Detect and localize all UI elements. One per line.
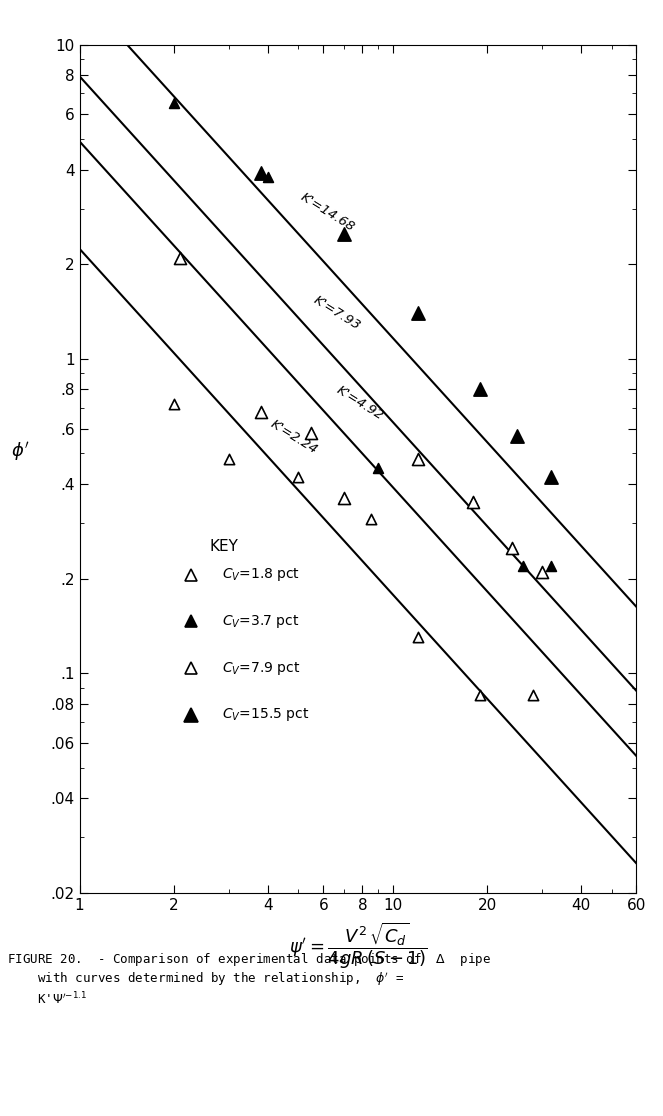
Point xyxy=(365,510,376,528)
Text: K'=2.24: K'=2.24 xyxy=(268,417,320,456)
Point xyxy=(293,469,304,487)
Text: $C_V$=3.7 pct: $C_V$=3.7 pct xyxy=(221,613,299,629)
Point xyxy=(412,450,423,468)
Point xyxy=(507,539,517,557)
Point xyxy=(512,426,522,444)
Point xyxy=(168,95,179,113)
Point xyxy=(263,167,273,185)
Point xyxy=(306,424,317,442)
Point xyxy=(339,490,349,508)
Point xyxy=(475,686,485,704)
Text: $\phi'$: $\phi'$ xyxy=(11,441,29,463)
Point xyxy=(412,628,423,646)
Point xyxy=(223,450,234,468)
Point xyxy=(475,381,485,398)
Text: K'$\Psi'^{-1.1}$: K'$\Psi'^{-1.1}$ xyxy=(7,991,87,1008)
Point xyxy=(256,164,267,182)
Text: $C_V$=1.8 pct: $C_V$=1.8 pct xyxy=(221,566,300,584)
Point xyxy=(546,557,556,575)
Point xyxy=(467,493,478,511)
Text: $\psi' = \dfrac{V^2\,\sqrt{C_d}}{4gR\,(S-1)}$: $\psi' = \dfrac{V^2\,\sqrt{C_d}}{4gR\,(S… xyxy=(289,921,427,971)
Point xyxy=(175,249,186,267)
Text: FIGURE 20.  - Comparison of experimental data points of  $\Delta$  pipe: FIGURE 20. - Comparison of experimental … xyxy=(7,951,491,968)
Point xyxy=(373,459,384,477)
Text: K'=14.68: K'=14.68 xyxy=(298,191,357,234)
Point xyxy=(339,225,349,243)
Text: K'=7.93: K'=7.93 xyxy=(312,294,363,333)
Text: $C_V$=7.9 pct: $C_V$=7.9 pct xyxy=(221,660,300,676)
Point xyxy=(256,403,267,421)
Point xyxy=(537,562,548,580)
Text: with curves determined by the relationship,  $\phi'$ =: with curves determined by the relationsh… xyxy=(7,971,404,989)
Point xyxy=(412,304,423,321)
Point xyxy=(168,395,179,413)
Text: K'=4.92: K'=4.92 xyxy=(334,384,386,423)
Point xyxy=(546,469,556,487)
Text: $C_V$=15.5 pct: $C_V$=15.5 pct xyxy=(221,706,309,723)
Point xyxy=(517,557,528,575)
Text: KEY: KEY xyxy=(210,539,239,554)
Point xyxy=(528,686,538,704)
Point xyxy=(467,493,478,511)
